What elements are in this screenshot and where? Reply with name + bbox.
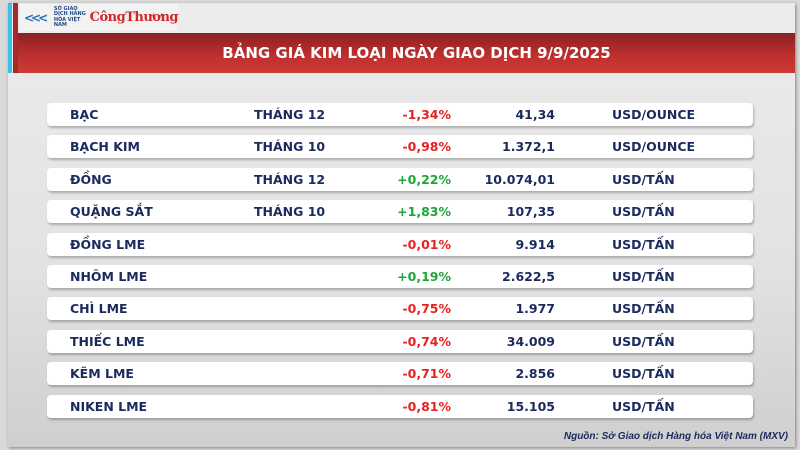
logo-sgd-text: SỞ GIAO DỊCH HÀNG HÓA VIỆT NAM [53, 5, 86, 28]
metal-name: THIẾC LME [70, 333, 145, 349]
price: 10.074,01 [484, 171, 555, 187]
change-percent: -0,75% [402, 301, 451, 317]
price: 41,34 [515, 107, 555, 122]
table-row: CHÌ LME -0,75% 1.977 USD/TẤN [47, 297, 753, 321]
price: 15.105 [506, 398, 555, 414]
change-percent: +1,83% [397, 204, 451, 220]
unit: USD/OUNCE [612, 139, 696, 155]
table-row: THIẾC LME -0,74% 34.009 USD/TẤN [47, 329, 753, 353]
change-percent: -0,71% [402, 366, 451, 382]
contract-month: THÁNG 10 [254, 204, 326, 220]
logo-congthuong: CôngThương [89, 10, 179, 25]
change-percent: -0,98% [402, 139, 451, 155]
unit: USD/TẤN [612, 333, 675, 349]
table-row: KẼM LME -0,71% 2.856 USD/TẤN [47, 362, 753, 386]
logo: <<< SỞ GIAO DỊCH HÀNG HÓA VIỆT NAM CôngT… [20, 4, 179, 31]
metal-name: NHÔM LME [70, 269, 148, 284]
contract-month: THÁNG 12 [254, 171, 326, 187]
unit: USD/OUNCE [612, 107, 696, 122]
price: 1.977 [515, 301, 555, 317]
change-percent: -1,34% [402, 107, 451, 122]
unit: USD/TẤN [612, 171, 675, 187]
unit: USD/TẤN [612, 236, 675, 252]
change-percent: -0,81% [402, 398, 451, 414]
table-row: ĐỒNG LME -0,01% 9.914 USD/TẤN [47, 232, 753, 256]
metal-name: KẼM LME [70, 366, 134, 382]
table-row: BẠC THÁNG 12 -1,34% 41,34 USD/OUNCE [47, 103, 753, 126]
price: 1.372,1 [502, 139, 555, 155]
metal-name: NIKEN LME [70, 398, 148, 414]
price: 107,35 [506, 204, 555, 220]
table-row: NIKEN LME -0,81% 15.105 USD/TẤN [47, 394, 753, 418]
change-percent: +0,22% [397, 171, 451, 187]
contract-month: THÁNG 12 [254, 107, 326, 122]
table-row: NHÔM LME +0,19% 2.622,5 USD/TẤN [47, 265, 753, 288]
unit: USD/TẤN [612, 366, 675, 382]
metal-name: ĐỒNG LME [70, 236, 146, 252]
mxv-logo-icon: <<< [24, 10, 48, 25]
table-row: ĐỒNG THÁNG 12 +0,22% 10.074,01 USD/TẤN [47, 167, 753, 191]
accent-stripe [13, 3, 18, 73]
price: 34.009 [506, 333, 555, 349]
table-row: BẠCH KIM THÁNG 10 -0,98% 1.372,1 USD/OUNCE [47, 135, 753, 159]
price: 2.622,5 [502, 269, 555, 284]
contract-month: THÁNG 10 [254, 139, 326, 155]
price: 2.856 [515, 366, 555, 382]
metal-name: BẠCH KIM [70, 139, 140, 155]
page-title: BẢNG GIÁ KIM LOẠI NGÀY GIAO DỊCH 9/9/202… [18, 33, 795, 73]
accent-stripe [8, 3, 12, 73]
unit: USD/TẤN [612, 269, 675, 284]
price: 9.914 [515, 236, 555, 252]
change-percent: +0,19% [397, 269, 451, 284]
source-note: Nguồn: Sở Giao dịch Hàng hóa Việt Nam (M… [563, 431, 788, 442]
unit: USD/TẤN [612, 398, 675, 414]
change-percent: -0,74% [402, 333, 451, 349]
table-row: QUẶNG SẮT THÁNG 10 +1,83% 107,35 USD/TẤN [47, 200, 753, 224]
change-percent: -0,01% [402, 236, 451, 252]
unit: USD/TẤN [612, 301, 675, 317]
metal-name: ĐỒNG [70, 171, 112, 187]
unit: USD/TẤN [612, 204, 675, 220]
metal-name: CHÌ LME [70, 301, 128, 317]
metal-name: BẠC [70, 107, 99, 122]
metal-name: QUẶNG SẮT [70, 204, 153, 220]
